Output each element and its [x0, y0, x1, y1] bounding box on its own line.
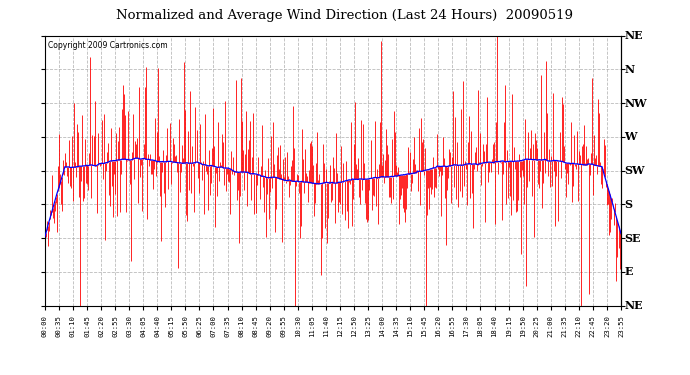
- Text: NE: NE: [624, 30, 643, 41]
- Text: Copyright 2009 Cartronics.com: Copyright 2009 Cartronics.com: [48, 41, 168, 50]
- Text: NW: NW: [624, 98, 647, 109]
- Text: E: E: [624, 266, 633, 278]
- Text: SE: SE: [624, 232, 641, 244]
- Text: Normalized and Average Wind Direction (Last 24 Hours)  20090519: Normalized and Average Wind Direction (L…: [117, 9, 573, 22]
- Text: SW: SW: [624, 165, 645, 176]
- Text: S: S: [624, 199, 633, 210]
- Text: NE: NE: [624, 300, 643, 311]
- Text: N: N: [624, 64, 635, 75]
- Text: W: W: [624, 131, 637, 142]
